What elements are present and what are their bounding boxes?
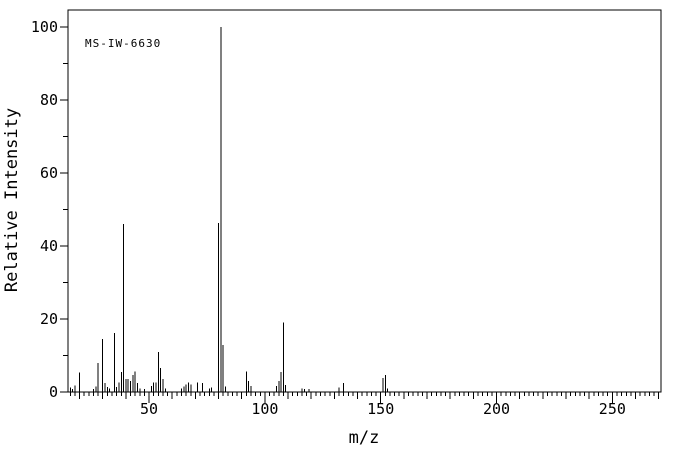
- x-tick-label: 100: [251, 400, 278, 418]
- x-tick-label: 250: [599, 400, 626, 418]
- spectrum-peaks: [69, 27, 389, 392]
- plot-frame: [67, 9, 662, 393]
- y-tick-label: 60: [40, 164, 58, 182]
- x-axis-title: m/z: [349, 428, 380, 448]
- y-tick-label: 80: [40, 91, 58, 109]
- y-tick-labels: 0 20 40 60 80 100: [31, 18, 58, 401]
- plot-border: [67, 9, 662, 393]
- x-tick-labels: 50 100 150 200 250: [140, 400, 626, 418]
- y-tick-label: 100: [31, 18, 58, 36]
- y-axis-title: Relative Intensity: [2, 108, 22, 292]
- y-axis-ticks: [60, 26, 68, 393]
- x-tick-label: 50: [140, 400, 158, 418]
- x-axis-ticks: [69, 392, 660, 403]
- spectrum-id-label: MS-IW-6630: [85, 37, 161, 50]
- y-tick-label: 40: [40, 237, 58, 255]
- y-tick-label: 0: [49, 383, 58, 401]
- y-tick-label: 20: [40, 310, 58, 328]
- x-tick-label: 200: [483, 400, 510, 418]
- x-tick-label: 150: [367, 400, 394, 418]
